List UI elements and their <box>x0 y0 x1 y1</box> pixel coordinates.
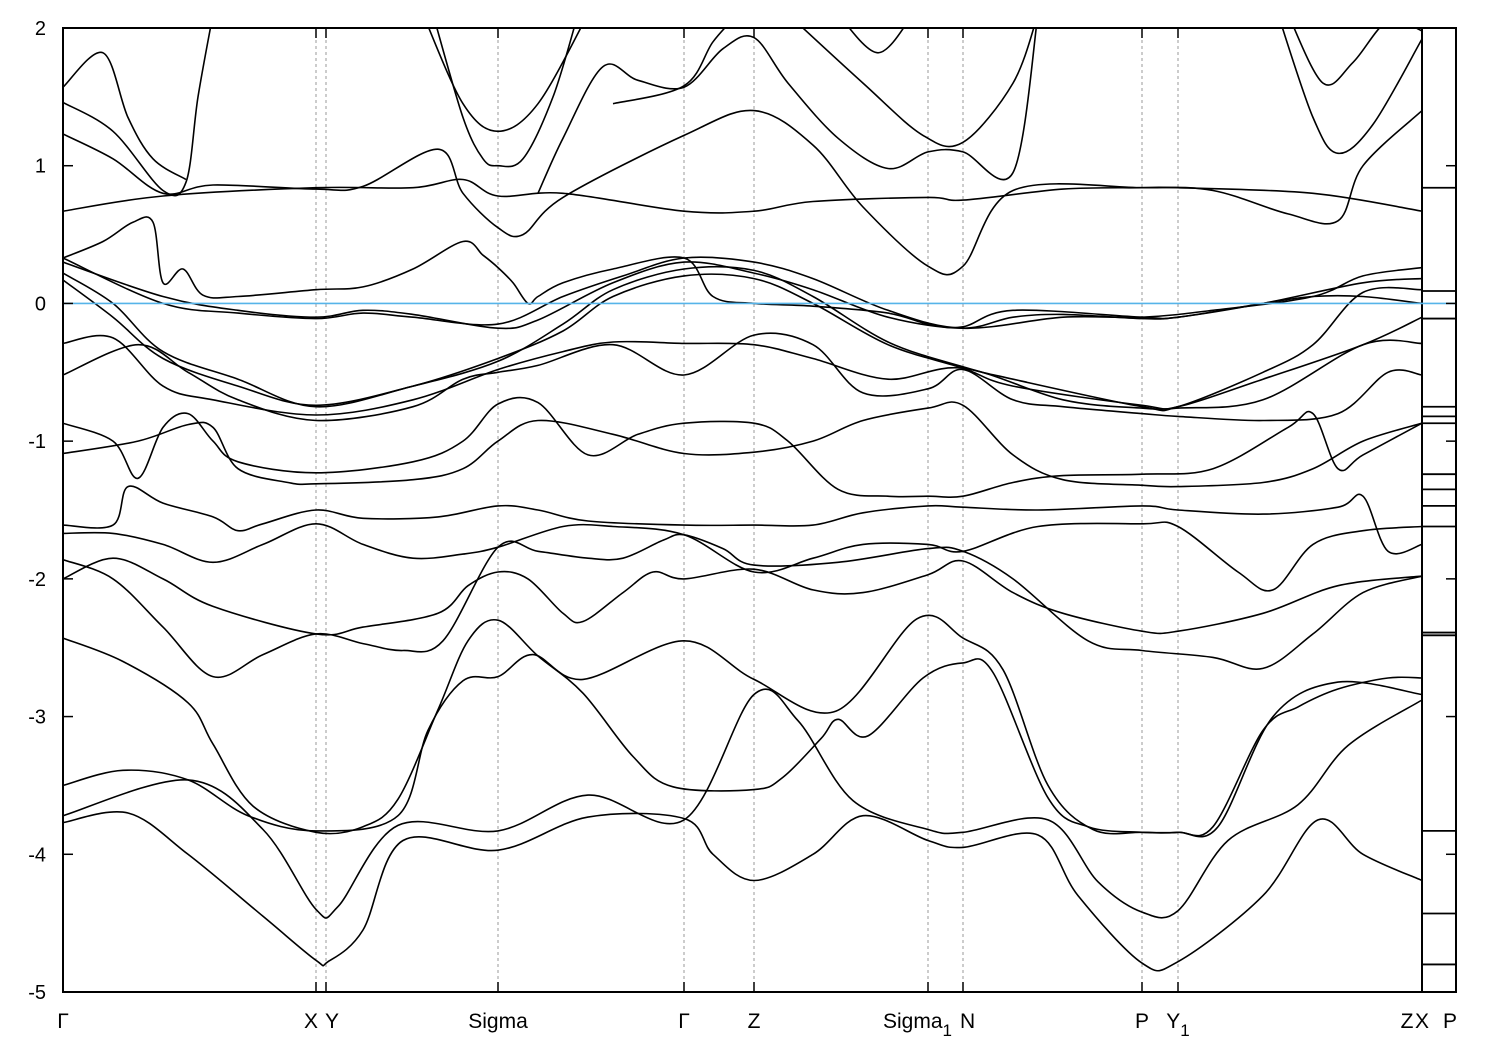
x-tick-label-text: X <box>304 1010 318 1033</box>
x-tick-label: Sigma <box>468 1010 528 1033</box>
y-axis: 2 1 0 -1 -2 -3 -4 -5 <box>28 18 1456 1004</box>
x-tick-label-text: X <box>1415 1010 1429 1033</box>
x-tick-label: Z <box>748 1010 761 1033</box>
x-tick-label-text: Γ <box>678 1010 690 1033</box>
x-tick-label-subscript: 1 <box>1180 1021 1189 1040</box>
band-line <box>63 614 1423 838</box>
x-tick-label-subscript: 1 <box>943 1021 952 1040</box>
band-line <box>427 28 582 133</box>
x-tick-label-text: P <box>1135 1010 1149 1033</box>
x-tick-label-text: Z <box>1401 1010 1414 1033</box>
x-tick-label: P <box>1135 1010 1149 1033</box>
symmetry-lines <box>315 28 1423 992</box>
y-tick-label: -1 <box>28 431 46 453</box>
y-tick-label: 2 <box>35 18 46 40</box>
x-tick-label: Sigma1 <box>883 1010 952 1040</box>
bands <box>63 28 1423 972</box>
band-line <box>63 396 1423 499</box>
band-line <box>63 401 1423 488</box>
band-line <box>1281 28 1423 155</box>
y-tick-label: -2 <box>28 569 46 591</box>
x-tick-label-text: Z <box>748 1010 761 1033</box>
y-tick-label: -5 <box>28 982 46 1004</box>
x-tick-label: Y <box>325 1010 339 1033</box>
band-line <box>63 109 1423 276</box>
y-tick-label: 1 <box>35 156 46 178</box>
band-line <box>436 28 575 168</box>
band-line <box>63 334 1423 416</box>
band-line <box>801 28 1035 148</box>
band-line <box>63 265 1423 412</box>
x-tick-label: Y1 <box>1166 1010 1189 1040</box>
x-tick-label-text: Sigma <box>468 1010 528 1033</box>
x-axis: Γ X Y Sigma Γ Z Sigma1 N P Y1 Z X P <box>57 1010 1457 1040</box>
band-line <box>848 28 905 54</box>
x-tick-label: P <box>1443 1010 1457 1033</box>
plot-frame <box>62 27 1457 993</box>
x-tick-label: X <box>304 1010 318 1033</box>
band-line <box>63 688 1423 919</box>
band-line <box>63 332 1423 422</box>
band-line <box>63 811 1423 972</box>
band-line <box>63 178 1423 214</box>
x-tick-label-text: Γ <box>57 1010 69 1033</box>
x-tick-label-text: P <box>1443 1010 1457 1033</box>
x-tick-label: Γ <box>57 1010 69 1033</box>
band-line <box>63 485 1423 555</box>
x-tick-label-text: Y <box>1166 1010 1180 1033</box>
band-line <box>537 28 1038 194</box>
band-line <box>63 216 1423 329</box>
x-tick-label-text: Sigma <box>883 1010 943 1033</box>
band-line <box>63 557 1423 636</box>
x-tick-label: X <box>1415 1010 1429 1033</box>
y-tick-label: -4 <box>28 844 46 866</box>
band-line <box>612 28 726 105</box>
xp-segment-bands <box>1422 186 1456 966</box>
band-line <box>63 618 1423 837</box>
band-line <box>63 51 187 181</box>
x-tick-label: N <box>960 1010 975 1033</box>
band-line <box>1293 28 1423 86</box>
x-tick-label-text: N <box>960 1010 975 1033</box>
band-line <box>63 28 212 197</box>
band-line <box>63 521 1423 592</box>
x-tick-label-text: Y <box>325 1010 339 1033</box>
y-tick-label: -3 <box>28 707 46 729</box>
band-line <box>63 261 1423 330</box>
x-tick-label: Γ <box>678 1010 690 1033</box>
band-line <box>63 533 1423 679</box>
band-line <box>63 256 1423 330</box>
y-tick-label: 0 <box>35 293 46 315</box>
x-tick-label: Z <box>1401 1010 1414 1033</box>
